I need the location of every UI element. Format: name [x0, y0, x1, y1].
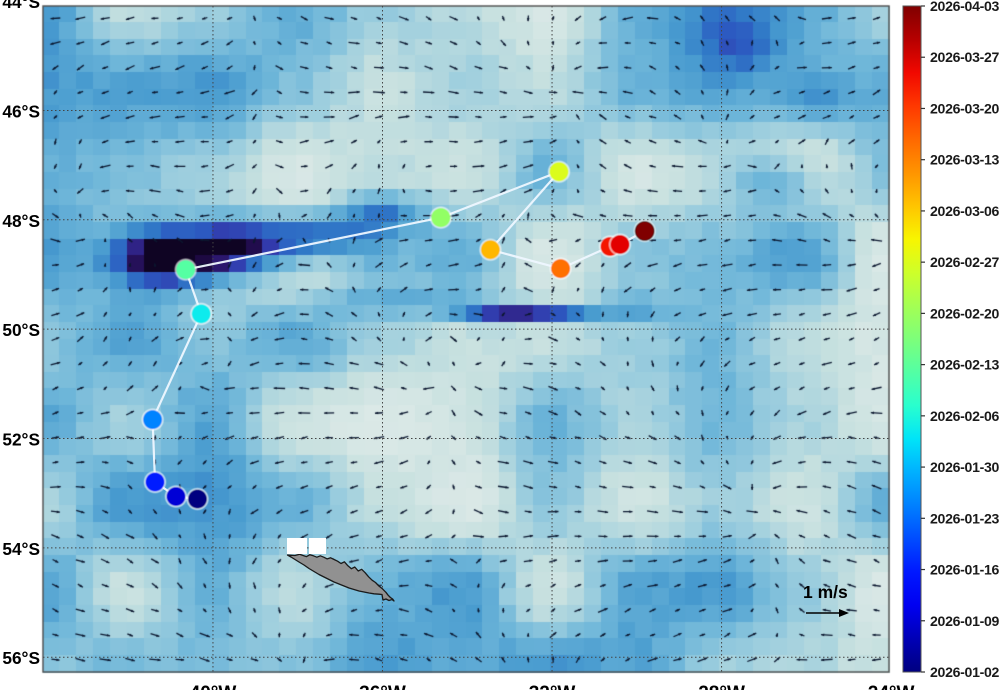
svg-text:2026-02-20: 2026-02-20 [930, 305, 1000, 321]
svg-text:2026-03-06: 2026-03-06 [930, 203, 1000, 219]
svg-text:2026-01-23: 2026-01-23 [930, 510, 1000, 526]
svg-text:2026-01-16: 2026-01-16 [930, 562, 1000, 578]
svg-text:2026-04-03: 2026-04-03 [930, 0, 1000, 14]
svg-text:2026-01-02: 2026-01-02 [930, 664, 1000, 680]
svg-text:54°S: 54°S [2, 539, 40, 559]
svg-text:24°W: 24°W [868, 683, 915, 690]
svg-text:2026-02-13: 2026-02-13 [930, 357, 1000, 373]
svg-text:2026-03-13: 2026-03-13 [930, 152, 1000, 168]
svg-text:28°W: 28°W [698, 683, 745, 690]
svg-text:56°S: 56°S [2, 648, 40, 668]
svg-text:2026-01-09: 2026-01-09 [930, 613, 1000, 629]
svg-text:44°S: 44°S [2, 0, 40, 12]
svg-text:2026-02-06: 2026-02-06 [930, 408, 1000, 424]
svg-text:46°S: 46°S [2, 101, 40, 121]
svg-text:2026-03-20: 2026-03-20 [930, 100, 1000, 116]
svg-text:2026-01-30: 2026-01-30 [930, 459, 1000, 475]
svg-text:36°W: 36°W [359, 683, 406, 690]
svg-text:1 m/s: 1 m/s [803, 582, 848, 602]
svg-text:52°S: 52°S [2, 430, 40, 450]
svg-text:40°W: 40°W [190, 683, 237, 690]
svg-text:50°S: 50°S [2, 320, 40, 340]
svg-text:2026-02-27: 2026-02-27 [930, 254, 1000, 270]
svg-text:2026-03-27: 2026-03-27 [930, 49, 1000, 65]
svg-text:48°S: 48°S [2, 211, 40, 231]
svg-text:32°W: 32°W [529, 683, 576, 690]
